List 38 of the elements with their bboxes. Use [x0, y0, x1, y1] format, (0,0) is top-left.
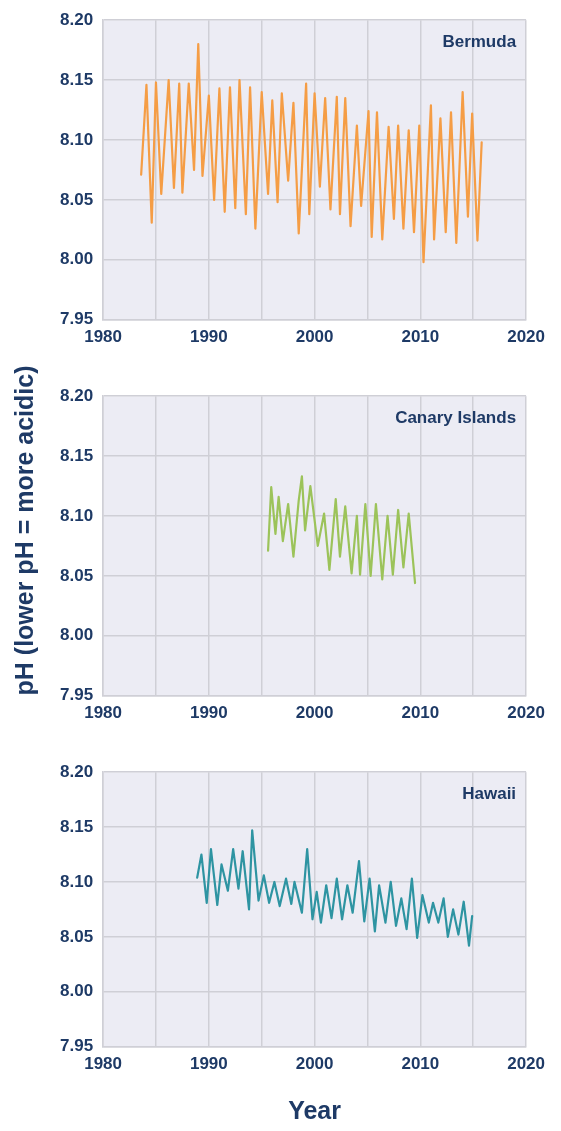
y-tick-label: 8.05 [59, 926, 94, 946]
y-tick-label: 8.20 [59, 385, 94, 405]
y-tick-label: 8.15 [59, 816, 94, 836]
y-tick-label: 8.10 [59, 505, 94, 525]
y-tick-label: 8.00 [59, 625, 94, 645]
x-tick-label: 2000 [295, 327, 334, 347]
x-tick-label: 1990 [189, 327, 228, 347]
text: Hawaii [462, 784, 517, 804]
x-tick-label: 1980 [84, 703, 122, 723]
y-tick-label: 8.10 [59, 871, 94, 891]
y-tick-label: 8.00 [59, 249, 94, 269]
x-tick-label: 2020 [507, 703, 545, 723]
y-tick-label: 7.95 [59, 309, 94, 329]
x-tick-label: 1980 [84, 327, 122, 347]
x-tick-label: 2010 [401, 703, 440, 723]
y-tick-label: 8.05 [59, 189, 94, 209]
y-axis-title: pH (lower pH = more acidic) [10, 365, 40, 695]
text: Bermuda [442, 32, 517, 52]
x-tick-label: 1980 [84, 1054, 122, 1074]
y-tick-label: 8.15 [59, 69, 94, 89]
x-tick-label: 2020 [507, 327, 545, 347]
y-tick-label: 8.10 [59, 129, 94, 149]
y-tick-label: 8.15 [59, 445, 94, 465]
y-tick-label: 8.00 [59, 981, 94, 1001]
y-tick-label: 8.05 [59, 565, 94, 585]
y-tick-label: 7.95 [59, 1036, 94, 1056]
x-tick-label: 2000 [295, 703, 334, 723]
x-tick-label: 2010 [401, 1054, 440, 1074]
y-tick-label: 8.20 [59, 761, 94, 781]
y-tick-label: 7.95 [59, 685, 94, 705]
x-tick-label: 1990 [189, 703, 228, 723]
x-tick-label: 1990 [189, 1054, 228, 1074]
x-tick-label: 2020 [507, 1054, 545, 1074]
y-tick-label: 8.20 [59, 9, 94, 29]
x-tick-label: 2010 [401, 327, 440, 347]
text: Canary Islands [395, 408, 517, 428]
x-axis-title: Year [288, 1095, 342, 1124]
x-tick-label: 2000 [295, 1054, 334, 1074]
